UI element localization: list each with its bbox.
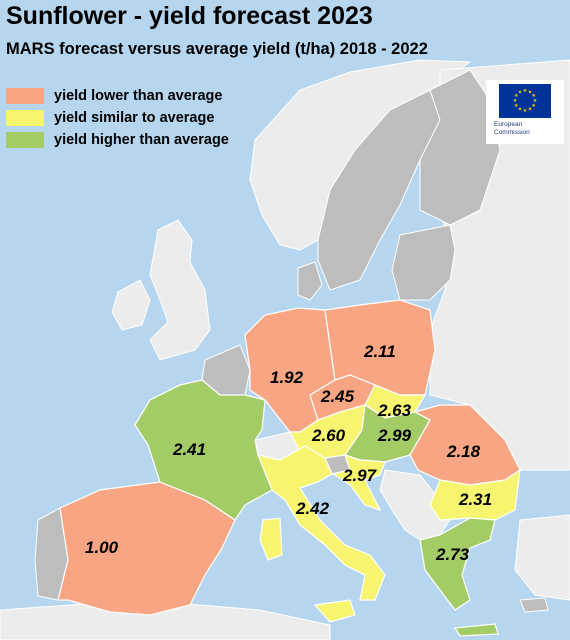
sardinia-region <box>259 517 283 561</box>
svg-text:★: ★ <box>514 103 519 109</box>
svg-text:★: ★ <box>518 89 523 95</box>
svg-text:★: ★ <box>531 103 536 109</box>
uk-land <box>149 219 211 361</box>
turkey-land <box>514 514 570 601</box>
value-label-france: 2.41 <box>172 440 206 459</box>
svg-text:★: ★ <box>531 93 536 99</box>
legend-label-lower: yield lower than average <box>54 88 223 104</box>
baltics-land <box>391 224 456 301</box>
eu-stars-icon: ★ ★ ★ ★ ★ ★ ★ ★ ★ ★ ★ ★ <box>513 88 538 114</box>
value-label-poland: 2.11 <box>363 342 396 361</box>
value-label-germany: 1.92 <box>270 368 304 387</box>
european-commission-logo: ★ ★ ★ ★ ★ ★ ★ ★ ★ ★ ★ ★ European Commiss… <box>486 80 564 144</box>
ec-logo-line2: Commission <box>494 129 530 136</box>
forecast-regions <box>57 299 521 637</box>
italy-region <box>257 445 386 601</box>
value-label-austria: 2.60 <box>311 426 346 445</box>
eu-flag-icon: ★ ★ ★ ★ ★ ★ ★ ★ ★ ★ ★ ★ <box>499 84 551 118</box>
svg-text:★: ★ <box>523 108 528 114</box>
value-label-italy: 2.42 <box>295 499 330 518</box>
map-title: Sunflower - yield forecast 2023 <box>6 2 373 30</box>
eu-no-data-land <box>34 69 549 613</box>
ec-logo-text: European Commission <box>494 121 530 137</box>
ec-logo-line1: European <box>494 121 523 128</box>
ireland-land <box>111 279 151 331</box>
svg-text:★: ★ <box>513 98 518 104</box>
greece-region <box>419 517 496 611</box>
legend-item-similar: yield similar to average <box>6 108 214 128</box>
value-label-hungary: 2.99 <box>377 426 412 445</box>
svg-text:★: ★ <box>514 93 519 99</box>
value-label-bulgaria: 2.31 <box>458 490 492 509</box>
value-label-czechia: 2.45 <box>320 387 355 406</box>
svg-text:★: ★ <box>518 107 523 113</box>
cyprus-land <box>519 597 549 613</box>
svg-text:★: ★ <box>523 88 528 94</box>
value-label-romania: 2.18 <box>446 442 481 461</box>
sicily-region <box>313 599 356 623</box>
denmark-land <box>297 261 323 301</box>
legend-item-lower: yield lower than average <box>6 86 222 106</box>
legend-swatch-lower <box>6 88 44 104</box>
bulgaria-region <box>429 468 521 521</box>
value-label-spain: 1.00 <box>85 538 119 557</box>
croatia-region <box>329 454 386 512</box>
svg-text:★: ★ <box>533 98 538 104</box>
svg-text:★: ★ <box>528 107 533 113</box>
crete-region <box>453 623 499 637</box>
svg-text:★: ★ <box>528 89 533 95</box>
finland-land <box>419 69 501 226</box>
map-subtitle: MARS forecast versus average yield (t/ha… <box>6 40 428 58</box>
legend-label-higher: yield higher than average <box>54 132 229 148</box>
sweden-land <box>317 89 441 291</box>
legend-swatch-similar <box>6 110 44 126</box>
legend-swatch-higher <box>6 132 44 148</box>
legend-item-higher: yield higher than average <box>6 130 229 150</box>
value-label-croatia: 2.97 <box>342 466 378 485</box>
value-label-slovakia: 2.63 <box>377 401 412 420</box>
value-label-greece: 2.73 <box>435 545 470 564</box>
value-labels: 1.00 2.41 1.92 2.11 2.45 2.63 2.60 2.99 … <box>85 342 492 564</box>
legend-label-similar: yield similar to average <box>54 110 215 126</box>
